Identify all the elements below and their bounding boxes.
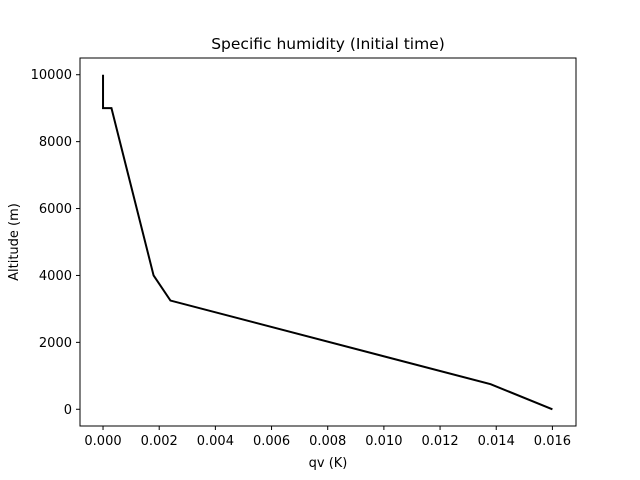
x-tick-label: 0.000 [84,434,121,449]
x-axis: 0.000 0.002 0.004 0.006 0.008 0.010 0.012 0.014… [84,426,571,449]
x-tick-label: 0.006 [253,434,290,449]
y-tick-label: 4000 [39,269,72,284]
series-line [102,74,553,411]
y-tick-label: 10000 [31,68,72,83]
x-tick-label: 0.010 [365,434,402,449]
x-tick-label: 0.016 [534,434,571,449]
x-tick-label: 0.014 [478,434,515,449]
y-axis-label: Altitude (m) [7,203,22,281]
y-axis: 0 2000 4000 6000 8000 10000 [31,68,80,418]
x-tick-label: 0.008 [309,434,346,449]
y-tick-label: 6000 [39,202,72,217]
y-tick-label: 8000 [39,135,72,150]
chart-title: Specific humidity (Initial time) [211,35,445,53]
x-tick-label: 0.004 [197,434,234,449]
y-tick-label: 2000 [39,336,72,351]
x-axis-label: qv (K) [309,456,348,471]
x-tick-label: 0.012 [421,434,458,449]
plot-area [102,74,553,411]
y-tick-label: 0 [64,403,72,418]
x-tick-label: 0.002 [141,434,178,449]
